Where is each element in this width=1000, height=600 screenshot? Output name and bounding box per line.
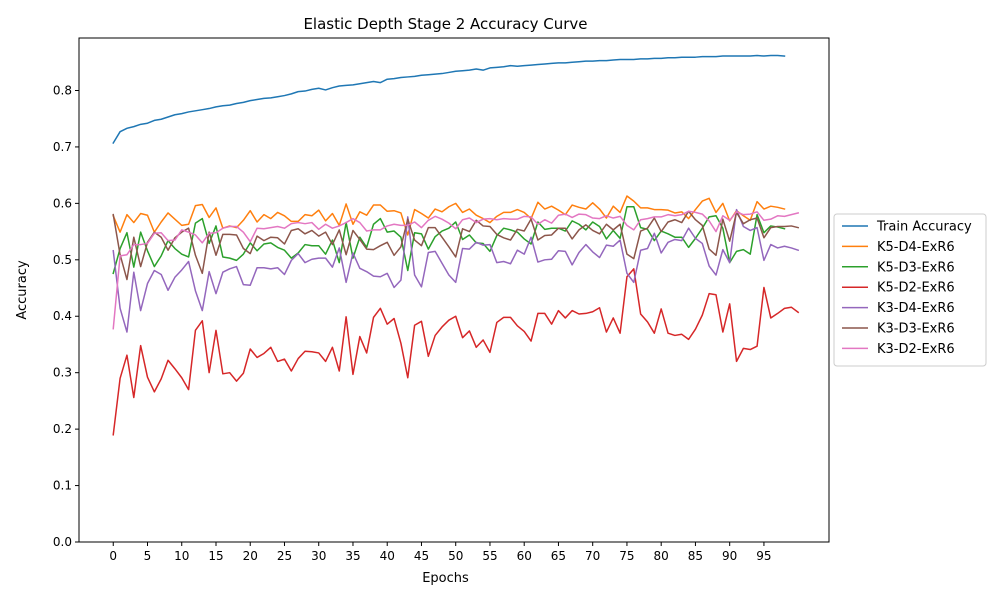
y-tick-label: 0.7 [53,140,72,154]
x-tick-label: 40 [380,549,395,563]
x-tick-label: 10 [174,549,189,563]
y-tick-label: 0.6 [53,196,72,210]
y-axis-title: Accuracy [15,260,30,320]
y-axis: 0.0 0.1 0.2 0.3 0.4 0.5 0.6 0.7 0.8 [53,83,79,549]
series-line-0 [112,54,786,145]
y-tick-label: 0.2 [53,422,72,436]
x-tick-label: 90 [722,549,737,563]
x-tick-label: 0 [109,549,117,563]
x-axis-title: Epochs [422,571,469,586]
x-tick-label: 55 [482,549,497,563]
x-tick-label: 80 [654,549,669,563]
series-line-4 [112,208,800,333]
legend-label: K5-D3-ExR6 [877,260,955,275]
series-line-6 [112,210,800,330]
legend-label: K5-D2-ExR6 [877,281,955,296]
y-tick-label: 0.1 [53,479,72,493]
x-tick-label: 30 [311,549,326,563]
x-tick-label: 95 [756,549,771,563]
y-tick-label: 0.8 [53,83,72,97]
series-line-5 [112,210,800,281]
legend-label: K5-D4-ExR6 [877,240,955,255]
x-tick-label: 50 [448,549,463,563]
y-tick-label: 0.4 [53,309,72,323]
x-axis: 0 5 10 15 20 25 30 35 40 45 50 55 60 65 70 75 80 85 90 95 [109,542,772,563]
x-tick-label: 70 [585,549,600,563]
x-tick-label: 15 [208,549,223,563]
legend-box [833,213,987,367]
legend-label: K3-D3-ExR6 [877,322,955,337]
x-tick-label: 85 [688,549,703,563]
series-layer [112,54,800,436]
x-tick-label: 25 [277,549,292,563]
legend: Train Accuracy K5-D4-ExR6 K5-D3-ExR6 K5-D2-… [833,213,987,367]
x-tick-label: 75 [619,549,634,563]
y-tick-label: 0.3 [53,366,72,380]
x-tick-label: 65 [551,549,566,563]
series-line-3 [112,268,800,436]
series-line-2 [112,206,786,275]
y-tick-label: 0.5 [53,253,72,267]
legend-label: K3-D4-ExR6 [877,301,955,316]
x-tick-label: 60 [517,549,532,563]
x-tick-label: 45 [414,549,429,563]
legend-label: K3-D2-ExR6 [877,342,955,357]
x-tick-label: 20 [243,549,258,563]
x-tick-label: 5 [144,549,152,563]
legend-label: Train Accuracy [876,220,972,235]
x-tick-label: 35 [345,549,360,563]
plot-frame [78,37,830,543]
y-tick-label: 0.0 [53,535,72,549]
chart-title: Elastic Depth Stage 2 Accuracy Curve [303,15,587,33]
